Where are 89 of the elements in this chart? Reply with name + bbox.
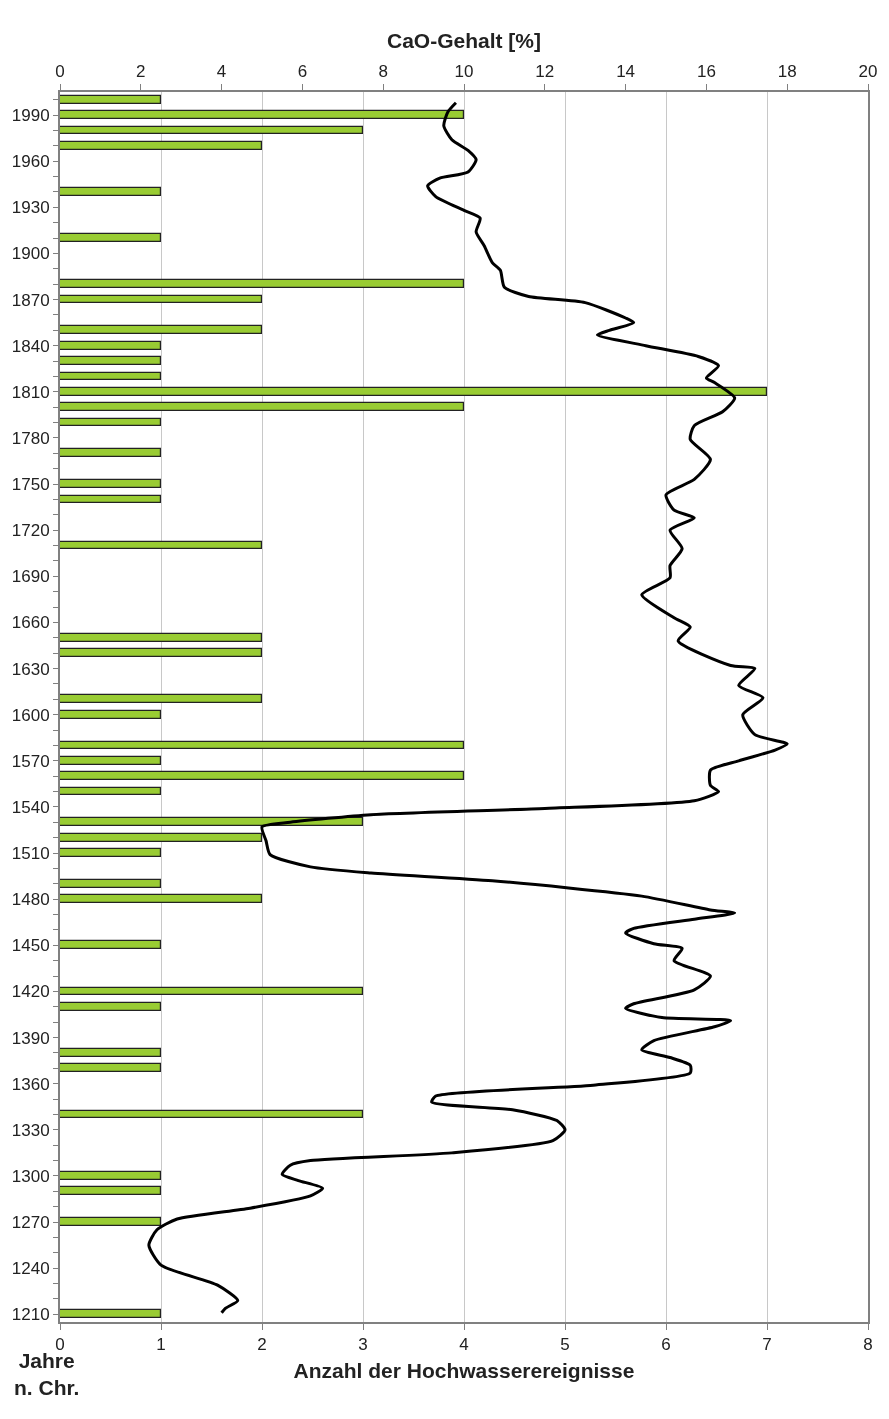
x2-tick-label: 18 [777, 62, 797, 82]
x-tick-label: 4 [459, 1335, 469, 1355]
y-tick-label: 1660 [11, 613, 50, 633]
x2-tick-label: 0 [55, 62, 65, 82]
y-tick-label: 1870 [11, 290, 50, 310]
bar [60, 755, 161, 765]
y-tick-label: 1810 [11, 382, 50, 402]
x2-tick-label: 6 [297, 62, 308, 82]
x-tick-label: 2 [257, 1335, 267, 1355]
x-tick-label: 5 [560, 1335, 570, 1355]
x-tick-label: 6 [661, 1335, 671, 1355]
bar [60, 494, 161, 503]
x2-tick-label: 2 [136, 62, 146, 82]
bar [60, 355, 161, 365]
bar [60, 1170, 161, 1180]
y-tick-label: 1690 [11, 567, 50, 587]
bar [60, 340, 161, 350]
x2-tick-label: 20 [858, 62, 878, 82]
x-tick-label: 1 [156, 1335, 166, 1355]
bar [60, 1047, 161, 1057]
x2-tick-label: 8 [378, 62, 388, 82]
bar [60, 478, 161, 488]
bar [60, 294, 262, 303]
x2-tick-label: 14 [616, 62, 636, 82]
bar [60, 278, 464, 288]
bar [60, 1062, 161, 1072]
x2-axis-title: CaO-Gehalt [%] [386, 28, 542, 52]
x2-tick-label: 4 [216, 62, 227, 82]
y-tick-label: 1960 [11, 152, 50, 172]
y-tick-label: 1540 [11, 797, 50, 817]
bar [60, 1308, 161, 1318]
bar [60, 832, 262, 842]
bar [60, 417, 161, 426]
bar [60, 186, 161, 196]
y-tick-label: 1330 [11, 1120, 50, 1140]
bar [60, 740, 464, 749]
y-tick-label: 1570 [11, 751, 50, 771]
y-tick-label: 1240 [11, 1259, 50, 1279]
y-tick-label: 1450 [11, 936, 50, 956]
x-tick-label: 3 [358, 1335, 368, 1355]
y-tick-label: 1780 [11, 428, 50, 448]
bar [60, 371, 161, 380]
bar [60, 540, 262, 549]
y-tick-label: 1720 [11, 521, 50, 541]
bar [60, 94, 161, 104]
y-tick-label: 1270 [11, 1213, 50, 1233]
y-tick-label: 1510 [11, 844, 50, 864]
bar [60, 893, 262, 903]
bar [60, 647, 262, 657]
y-tick-label: 1900 [11, 244, 50, 264]
y-tick-label: 1600 [11, 705, 50, 725]
x2-tick-label: 12 [535, 62, 555, 82]
y-tick-label: 1300 [11, 1166, 50, 1186]
bar [60, 878, 161, 888]
x2-tick-label: 10 [454, 62, 474, 82]
x-tick-label: 7 [762, 1335, 772, 1355]
bar [60, 125, 363, 134]
bar [60, 786, 161, 795]
bar [60, 939, 161, 949]
bar [60, 401, 464, 411]
bar [60, 986, 363, 995]
bar [60, 447, 161, 457]
bar [60, 1185, 161, 1195]
bar [60, 1001, 161, 1011]
x-tick-label: 8 [863, 1335, 873, 1355]
bar [60, 632, 262, 642]
y-tick-label: 1630 [11, 659, 50, 679]
y-tick-label: 1840 [11, 336, 50, 356]
y-tick-label: 1990 [11, 106, 50, 126]
y-tick-label: 1750 [11, 475, 50, 495]
bar [60, 770, 464, 780]
bar [60, 1216, 161, 1226]
y-tick-label: 1390 [11, 1028, 50, 1048]
bar [60, 847, 161, 857]
y-tick-label: 1360 [11, 1074, 50, 1094]
y-tick-label: 1420 [11, 982, 50, 1002]
bar [60, 1109, 363, 1118]
bar [60, 324, 262, 334]
bar [60, 140, 262, 150]
bar [60, 386, 767, 396]
x2-tick-label: 16 [696, 62, 716, 82]
y-tick-label: 1480 [11, 890, 50, 910]
bar [60, 709, 161, 719]
x-axis-title: Anzahl der Hochwasserereignisse [293, 1359, 635, 1383]
bar [60, 693, 262, 703]
bar [60, 232, 161, 242]
y-tick-label: 1210 [11, 1305, 50, 1325]
y-tick-label: 1930 [11, 198, 50, 218]
bar [60, 109, 464, 119]
